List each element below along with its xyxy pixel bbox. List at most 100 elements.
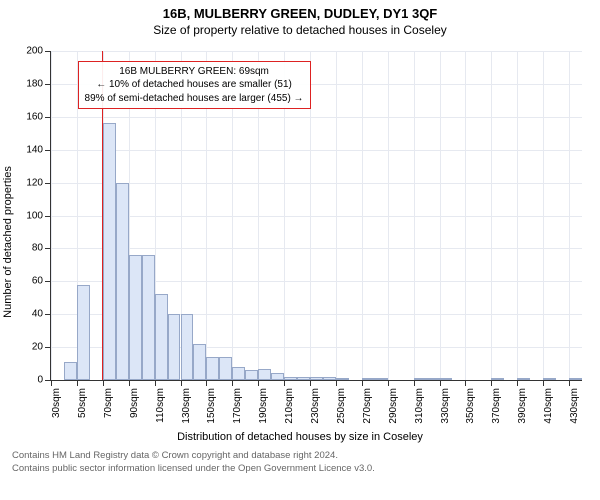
grid-line-h	[51, 51, 582, 52]
x-tick-label: 150sqm	[206, 388, 217, 424]
histogram-bar	[323, 377, 336, 380]
annotation-line: ← 10% of detached houses are smaller (51…	[85, 78, 304, 92]
y-tick-label: 180	[26, 78, 51, 89]
grid-line-h	[51, 183, 582, 184]
histogram-bar	[271, 373, 284, 380]
histogram-bar	[258, 369, 271, 381]
histogram-bar	[116, 183, 129, 380]
grid-line-v	[569, 51, 570, 380]
x-tick-label: 370sqm	[491, 388, 502, 424]
x-tick-label: 210sqm	[284, 388, 295, 424]
histogram-bar	[517, 378, 530, 380]
x-tick	[440, 380, 441, 386]
histogram-bar	[219, 357, 232, 380]
histogram-bar	[155, 294, 168, 380]
histogram-bar	[414, 378, 427, 380]
x-tick-label: 170sqm	[232, 388, 243, 424]
annotation-line: 16B MULBERRY GREEN: 69sqm	[85, 65, 304, 79]
grid-line-h	[51, 117, 582, 118]
grid-line-v	[336, 51, 337, 380]
x-tick-label: 70sqm	[103, 388, 114, 418]
histogram-bar	[427, 378, 440, 380]
x-tick-label: 430sqm	[569, 388, 580, 424]
histogram-bar	[569, 378, 582, 380]
x-tick-label: 330sqm	[440, 388, 451, 424]
x-tick-label: 50sqm	[77, 388, 88, 418]
y-tick-label: 160	[26, 111, 51, 122]
copyright-line-2: Contains public sector information licen…	[12, 462, 588, 475]
histogram-bar	[491, 378, 504, 380]
histogram-bar	[297, 377, 310, 380]
x-tick-label: 110sqm	[155, 388, 166, 423]
x-tick-label: 90sqm	[129, 388, 140, 418]
histogram-bar	[168, 314, 181, 380]
chart-title: 16B, MULBERRY GREEN, DUDLEY, DY1 3QF	[0, 0, 600, 21]
x-tick	[51, 380, 52, 386]
x-tick	[310, 380, 311, 386]
histogram-bar	[129, 255, 142, 380]
y-tick-label: 40	[32, 309, 51, 320]
histogram-bar	[64, 362, 77, 380]
grid-line-h	[51, 216, 582, 217]
x-tick-label: 250sqm	[336, 388, 347, 424]
grid-line-v	[517, 51, 518, 380]
chart-subtitle: Size of property relative to detached ho…	[0, 21, 600, 41]
x-tick-label: 190sqm	[258, 388, 269, 424]
x-tick	[258, 380, 259, 386]
y-tick-label: 20	[32, 342, 51, 353]
copyright-block: Contains HM Land Registry data © Crown c…	[0, 443, 600, 476]
annotation-line: 89% of semi-detached houses are larger (…	[85, 92, 304, 106]
histogram-bar	[232, 367, 245, 380]
grid-line-h	[51, 248, 582, 249]
grid-line-v	[543, 51, 544, 380]
grid-line-v	[362, 51, 363, 380]
x-tick-label: 350sqm	[465, 388, 476, 424]
histogram-bar	[103, 123, 116, 380]
histogram-bar	[206, 357, 219, 380]
y-tick-label: 120	[26, 177, 51, 188]
histogram-bar	[440, 378, 453, 380]
x-tick	[491, 380, 492, 386]
x-tick-label: 230sqm	[310, 388, 321, 424]
x-tick	[465, 380, 466, 386]
x-tick-label: 410sqm	[543, 388, 554, 424]
x-tick	[543, 380, 544, 386]
histogram-bar	[310, 377, 323, 380]
x-tick-label: 290sqm	[388, 388, 399, 424]
y-tick-label: 60	[32, 276, 51, 287]
grid-line-v	[491, 51, 492, 380]
x-tick-label: 130sqm	[181, 388, 192, 424]
x-tick-label: 30sqm	[51, 388, 62, 418]
x-tick-label: 310sqm	[414, 388, 425, 424]
chart-container: Number of detached properties 0204060801…	[0, 41, 600, 431]
x-tick-label: 270sqm	[362, 388, 373, 424]
x-tick-label: 390sqm	[517, 388, 528, 424]
x-axis-title: Distribution of detached houses by size …	[0, 431, 600, 443]
x-tick	[336, 380, 337, 386]
x-tick	[362, 380, 363, 386]
x-tick	[232, 380, 233, 386]
grid-line-v	[414, 51, 415, 380]
histogram-bar	[245, 370, 258, 380]
copyright-line-1: Contains HM Land Registry data © Crown c…	[12, 449, 588, 462]
y-tick-label: 80	[32, 243, 51, 254]
x-tick	[569, 380, 570, 386]
y-tick-label: 140	[26, 144, 51, 155]
y-tick-label: 200	[26, 46, 51, 57]
grid-line-v	[465, 51, 466, 380]
histogram-bar	[375, 378, 388, 380]
grid-line-h	[51, 150, 582, 151]
annotation-box: 16B MULBERRY GREEN: 69sqm← 10% of detach…	[78, 61, 311, 110]
grid-line-v	[440, 51, 441, 380]
x-tick	[414, 380, 415, 386]
x-tick	[181, 380, 182, 386]
histogram-bar	[284, 377, 297, 380]
grid-line-v	[51, 51, 52, 380]
histogram-bar	[336, 378, 349, 380]
histogram-bar	[362, 378, 375, 380]
grid-line-v	[388, 51, 389, 380]
histogram-bar	[543, 378, 556, 380]
histogram-bar	[142, 255, 155, 380]
plot-area: 02040608010012014016018020030sqm50sqm70s…	[50, 51, 582, 381]
histogram-bar	[77, 285, 90, 380]
